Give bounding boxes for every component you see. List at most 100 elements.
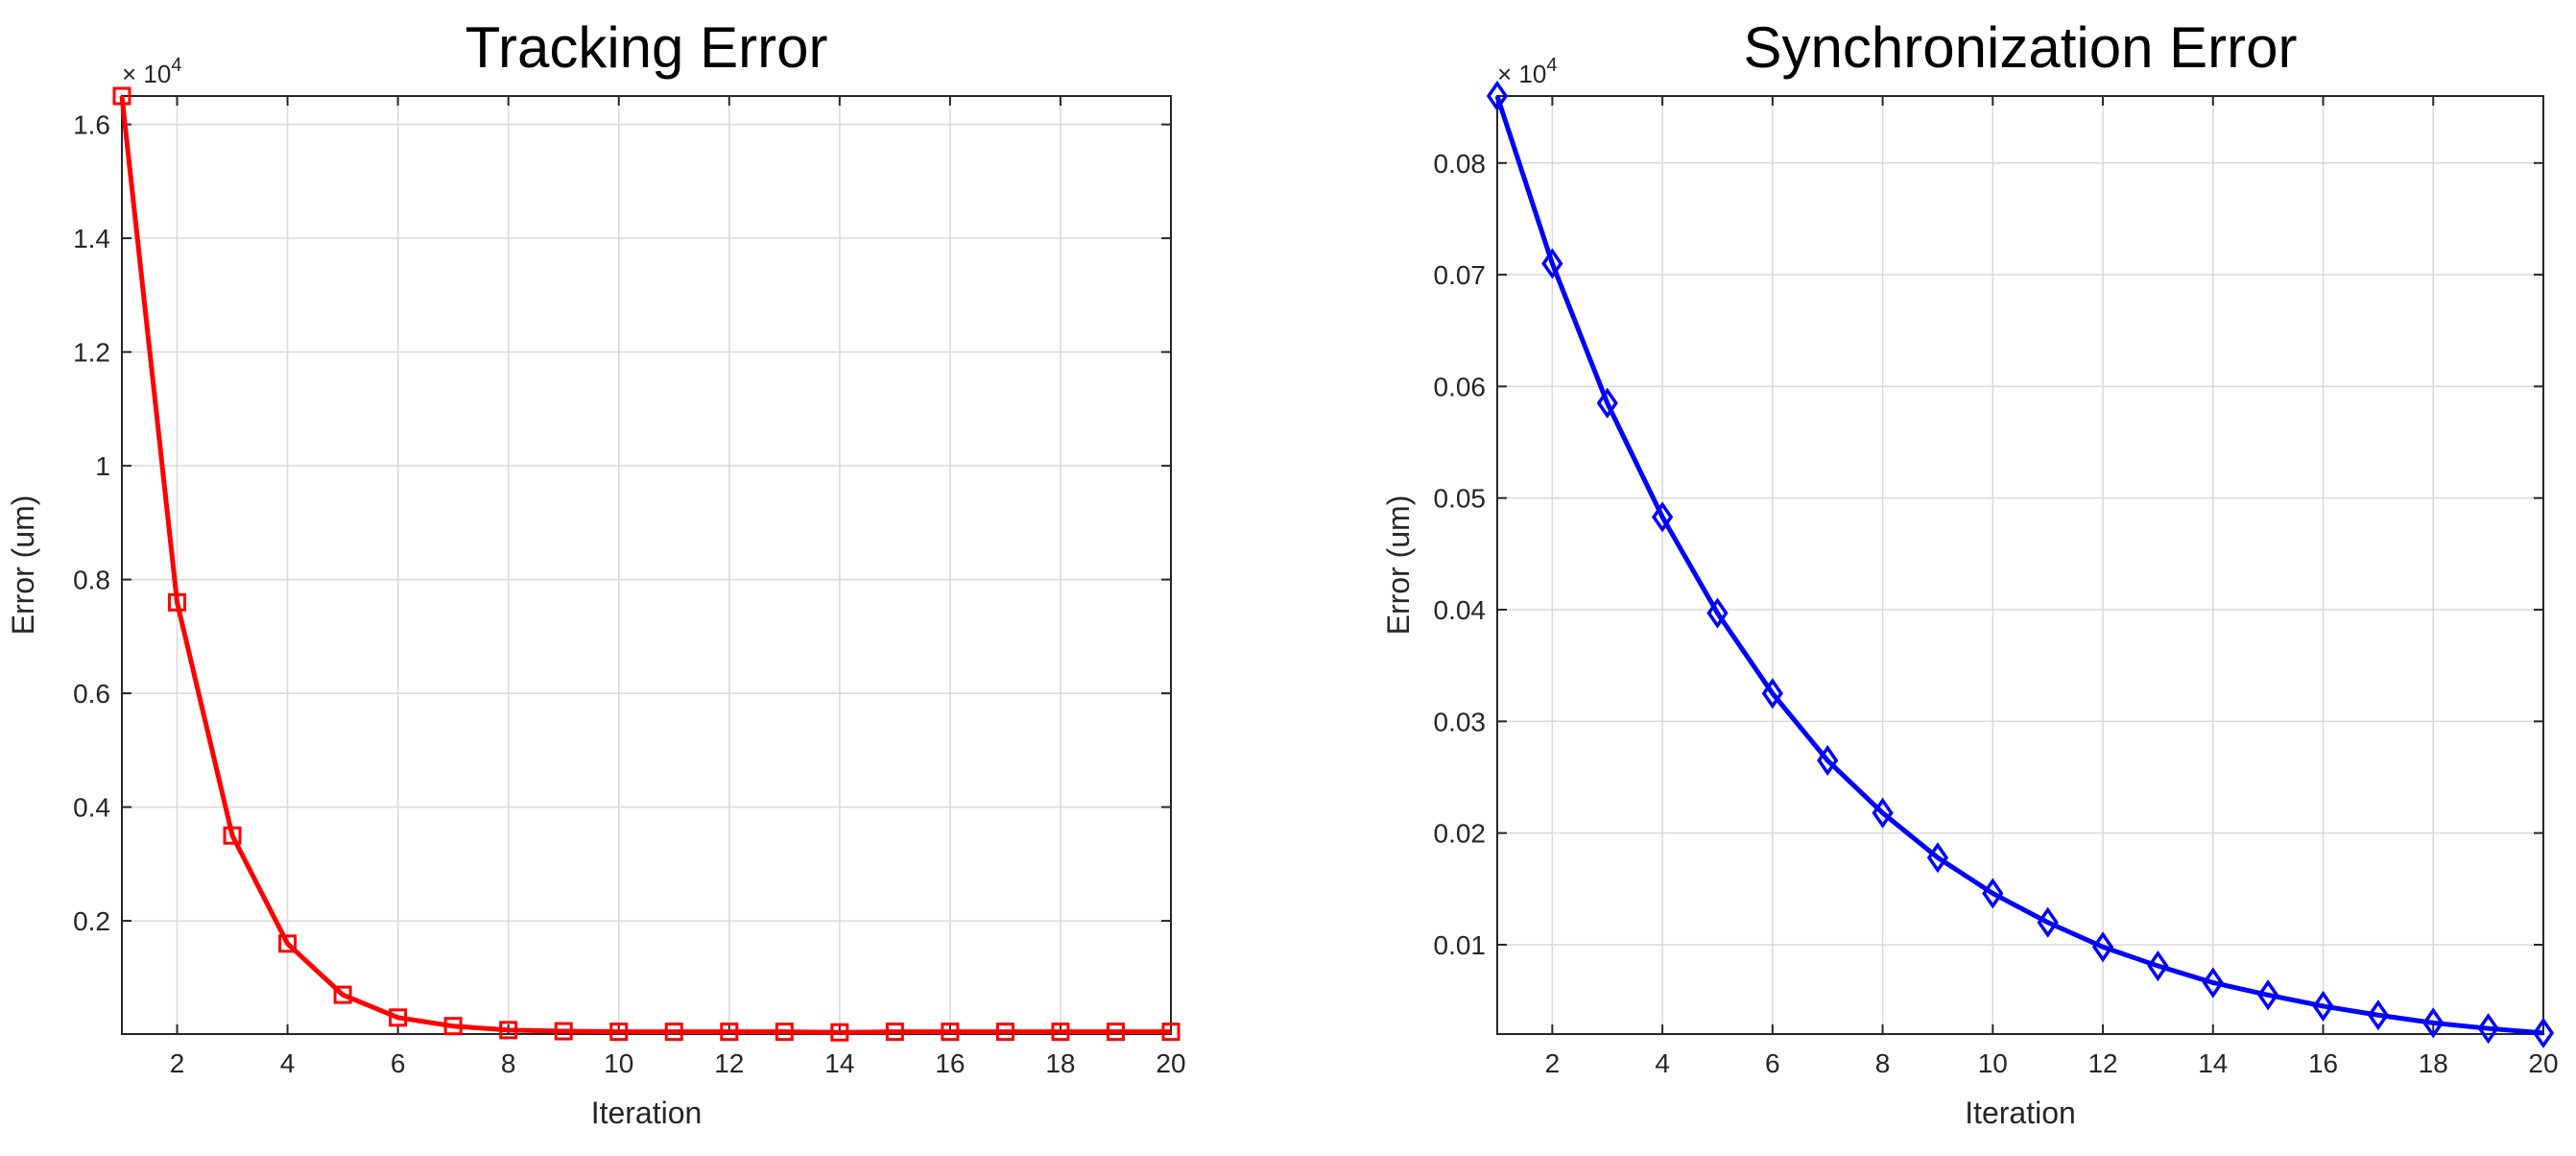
tracking-x-tick-label: 16 — [935, 1048, 965, 1078]
sync-y-exponent-label: × 104 — [1497, 55, 1557, 88]
tracking-y-axis-label: Error (um) — [6, 495, 40, 636]
tracking-data-point — [664, 1023, 683, 1042]
tracking-data-point — [720, 1023, 739, 1042]
tracking-data-point — [1051, 1023, 1070, 1042]
sync-x-tick-label: 14 — [2198, 1048, 2228, 1078]
tracking-data-point — [389, 1008, 408, 1027]
tracking-y-tick-label: 1.2 — [73, 338, 110, 368]
synchronization-error-chart: 2 4 6 8 10 12 14 16 18 20 0.01 0.02 0.03 0.04 0.05 0.06… — [1381, 15, 2559, 1130]
tracking-x-tick-label: 18 — [1045, 1048, 1075, 1078]
tracking-axes-frame — [121, 95, 1172, 1035]
tracking-y-tick-label: 0.8 — [73, 566, 110, 595]
sync-x-axis-label: Iteration — [1965, 1096, 2076, 1130]
tracking-data-point — [223, 826, 242, 845]
sync-x-tick-label: 10 — [1978, 1048, 2008, 1078]
sync-y-tick-label: 0.02 — [1434, 819, 1487, 849]
tracking-x-tick-label: 10 — [604, 1048, 633, 1078]
sync-y-tick-label: 0.01 — [1434, 930, 1487, 960]
tracking-y-tick-label: 0.4 — [73, 793, 110, 823]
tracking-data-point — [995, 1023, 1014, 1042]
tracking-y-tick-label: 0.6 — [73, 679, 110, 709]
tracking-x-tick-label: 12 — [714, 1048, 744, 1078]
sync-data-point — [2367, 999, 2390, 1031]
sync-series-line — [1494, 95, 2544, 1036]
tracking-series-line — [119, 95, 1171, 1035]
sync-x-tick-label: 12 — [2087, 1048, 2117, 1078]
sync-chart-title: Synchronization Error — [1744, 15, 2298, 80]
sync-exponent-base: × 10 — [1497, 60, 1546, 88]
sync-data-point — [1761, 678, 1783, 710]
tracking-ticks: 2 4 6 8 10 12 14 16 18 20 0.2 0.4 0.6 0.8 1 1.2 1.4 1.6 — [73, 96, 1186, 1078]
sync-x-tick-label: 20 — [2528, 1048, 2558, 1078]
sync-y-tick-label: 0.05 — [1434, 484, 1487, 514]
tracking-x-tick-label: 2 — [170, 1048, 185, 1078]
tracking-grid — [122, 96, 1172, 1034]
tracking-error-chart: 2 4 6 8 10 12 14 16 18 20 0.2 0.4 0.6 0.8 1 1.2 1.4 1.6 T… — [6, 15, 1186, 1130]
sync-axes-frame — [1496, 95, 2544, 1035]
tracking-exponent-power: 4 — [171, 55, 181, 76]
sync-data-point — [2257, 979, 2279, 1011]
tracking-y-tick-label: 1.6 — [73, 110, 110, 140]
tracking-exponent-base: × 10 — [122, 60, 171, 88]
sync-data-point — [2202, 967, 2224, 999]
tracking-data-point — [775, 1023, 794, 1042]
tracking-data-point — [333, 985, 352, 1004]
tracking-y-tick-label: 1.4 — [73, 224, 110, 253]
sync-grid — [1497, 96, 2544, 1034]
sync-data-point — [2037, 906, 2059, 938]
sync-y-tick-label: 0.07 — [1434, 260, 1487, 290]
tracking-data-point — [1106, 1023, 1125, 1042]
sync-data-point — [2422, 1007, 2445, 1039]
sync-y-tick-label: 0.08 — [1434, 149, 1487, 179]
sync-data-point — [2477, 1013, 2499, 1045]
sync-data-point — [2532, 1017, 2555, 1048]
tracking-data-point — [941, 1023, 960, 1042]
sync-x-tick-label: 8 — [1875, 1048, 1891, 1078]
sync-data-point — [1982, 878, 2004, 909]
tracking-markers — [112, 86, 1181, 1042]
sync-data-point — [1872, 797, 1894, 829]
sync-x-tick-label: 18 — [2419, 1048, 2448, 1078]
sync-ticks: 2 4 6 8 10 12 14 16 18 20 0.01 0.02 0.03 0.04 0.05 0.06… — [1434, 96, 2559, 1078]
tracking-data-point — [443, 1017, 463, 1036]
sync-y-tick-label: 0.06 — [1434, 372, 1487, 401]
tracking-x-tick-label: 4 — [280, 1048, 296, 1078]
sync-data-point — [1541, 248, 1563, 279]
sync-markers — [1486, 80, 2555, 1048]
sync-data-point — [1596, 387, 1618, 419]
tracking-data-point — [1161, 1023, 1181, 1042]
sync-y-tick-label: 0.03 — [1434, 707, 1487, 736]
tracking-x-tick-label: 6 — [391, 1048, 406, 1078]
tracking-data-point — [885, 1023, 904, 1042]
sync-x-tick-label: 6 — [1765, 1048, 1780, 1078]
tracking-y-exponent-label: × 104 — [122, 55, 181, 88]
tracking-data-point — [554, 1022, 573, 1041]
sync-data-point — [1486, 80, 1509, 112]
tracking-data-point — [499, 1021, 518, 1040]
tracking-data-point — [278, 934, 298, 953]
sync-data-point — [1706, 597, 1729, 629]
tracking-x-axis-label: Iteration — [591, 1096, 703, 1130]
sync-x-tick-label: 16 — [2308, 1048, 2338, 1078]
tracking-data-point — [168, 592, 187, 612]
sync-y-axis-label: Error (um) — [1381, 495, 1416, 636]
tracking-y-tick-label: 1 — [95, 451, 110, 481]
tracking-data-point — [830, 1023, 849, 1042]
sync-data-point — [1926, 842, 1949, 874]
tracking-x-tick-label: 8 — [501, 1048, 516, 1078]
tracking-chart-title: Tracking Error — [465, 15, 828, 80]
tracking-data-point — [609, 1023, 629, 1042]
tracking-x-tick-label: 14 — [824, 1048, 854, 1078]
sync-exponent-power: 4 — [1546, 55, 1557, 76]
sync-data-point — [2312, 990, 2334, 1022]
tracking-x-tick-label: 20 — [1156, 1048, 1185, 1078]
sync-x-tick-label: 4 — [1655, 1048, 1670, 1078]
sync-data-point — [2091, 931, 2114, 963]
sync-data-point — [2147, 950, 2169, 982]
sync-data-point — [1651, 501, 1674, 533]
sync-y-tick-label: 0.04 — [1434, 595, 1487, 625]
sync-x-tick-label: 2 — [1545, 1048, 1561, 1078]
tracking-y-tick-label: 0.2 — [73, 906, 110, 936]
tracking-data-point — [112, 86, 131, 106]
